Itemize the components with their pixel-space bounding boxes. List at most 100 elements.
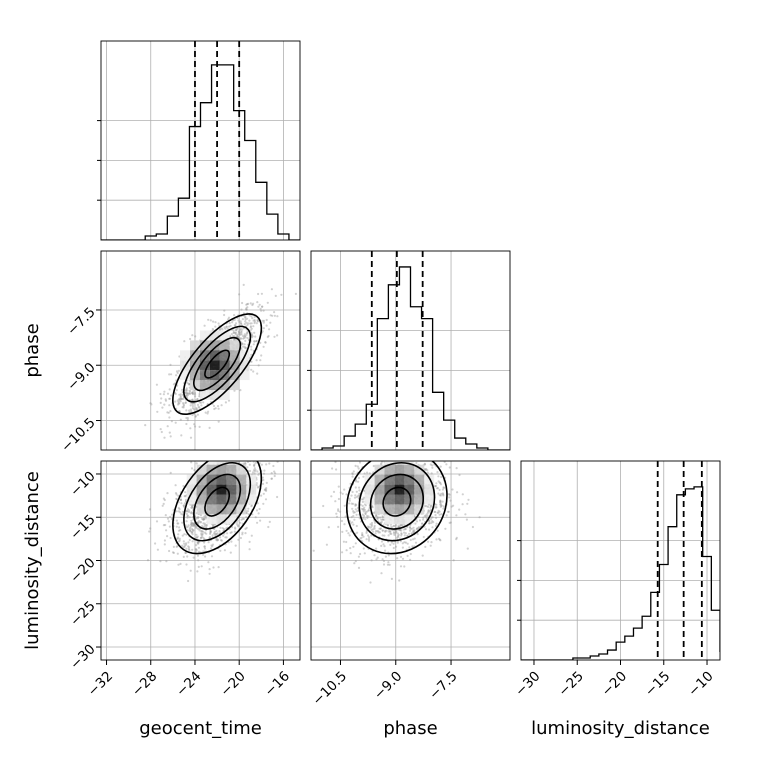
sample-point [416, 444, 418, 446]
sample-point [185, 394, 188, 397]
sample-point [361, 533, 364, 537]
sample-point [196, 413, 199, 416]
sample-point [429, 544, 432, 547]
sample-point [370, 521, 374, 525]
sample-point [403, 541, 406, 544]
sample-point [367, 509, 370, 512]
sample-point [361, 534, 364, 537]
density-cell [384, 484, 395, 495]
sample-point [185, 510, 188, 513]
density-cell [226, 464, 237, 475]
sample-point [245, 332, 248, 335]
sample-point [437, 537, 441, 540]
sample-point [213, 530, 216, 534]
sample-point [246, 451, 248, 453]
density-cell [404, 504, 415, 515]
sample-point [203, 515, 206, 518]
sample-point [244, 461, 247, 465]
density-cell [229, 380, 240, 391]
sample-point [398, 528, 402, 531]
sample-point [458, 473, 461, 477]
sample-point [358, 461, 362, 464]
sample-point [236, 523, 239, 526]
sample-point [171, 513, 174, 516]
sample-point [202, 530, 205, 533]
sample-point [242, 283, 245, 286]
sample-point [455, 538, 458, 541]
sample-point [266, 335, 269, 339]
sample-point [423, 454, 425, 456]
sample-point [440, 492, 443, 495]
sample-point [255, 359, 258, 362]
sample-point [231, 526, 234, 529]
sample-point [249, 322, 252, 325]
sample-point [352, 523, 355, 526]
sample-point [425, 505, 428, 508]
sample-point [376, 517, 379, 520]
sample-point [182, 397, 185, 401]
sample-point [156, 410, 159, 413]
sample-point [223, 313, 226, 317]
density-cell [236, 474, 247, 485]
sample-point [189, 427, 192, 430]
sample-point [274, 294, 277, 297]
sample-point [396, 557, 399, 560]
density-cell [414, 504, 425, 515]
sample-point [256, 502, 259, 505]
density-cell [404, 464, 415, 475]
sample-point [399, 456, 401, 458]
sample-point [196, 542, 199, 545]
sample-point [247, 507, 250, 510]
sample-point [370, 534, 373, 537]
sample-point [154, 542, 157, 545]
sample-point [367, 509, 370, 512]
sample-point [354, 464, 357, 467]
sample-point [255, 509, 259, 512]
sample-point [188, 409, 191, 412]
sample-point [442, 494, 445, 497]
sample-point [369, 526, 372, 529]
density-cell [246, 474, 257, 485]
sample-point [394, 545, 398, 548]
sample-point [383, 545, 386, 548]
sample-point [261, 482, 265, 485]
sample-point [190, 531, 193, 534]
sample-point [201, 532, 204, 535]
sample-point [163, 539, 166, 542]
sample-point [163, 390, 166, 393]
sample-point [387, 554, 390, 557]
sample-point [411, 538, 415, 541]
panel-frame-0 [100, 250, 301, 451]
sample-point [368, 472, 371, 475]
sample-point [390, 541, 393, 544]
sample-point [461, 503, 464, 506]
sample-point [202, 401, 205, 404]
sample-point [200, 404, 203, 407]
sample-point [161, 504, 164, 507]
sample-point [362, 517, 365, 520]
sample-point [179, 511, 182, 514]
sample-point [194, 517, 197, 520]
sample-point [445, 514, 448, 517]
sample-point [363, 506, 366, 509]
sample-point [348, 497, 351, 500]
sample-point [364, 518, 367, 521]
sample-point [217, 420, 220, 423]
sample-point [377, 531, 380, 534]
sample-point [426, 514, 429, 517]
density-cell [196, 464, 207, 475]
sample-point [250, 353, 253, 356]
sample-point [437, 511, 440, 514]
sample-point [196, 570, 199, 573]
density-cell [180, 350, 190, 361]
sample-point [183, 505, 186, 508]
sample-point [249, 302, 252, 305]
histogram-luminosity_distance [521, 486, 720, 660]
sample-point [244, 527, 247, 530]
sample-point [200, 517, 204, 520]
sample-point [416, 533, 419, 536]
sample-point [372, 511, 375, 514]
sample-point [229, 451, 231, 453]
sample-point [422, 518, 425, 521]
sample-point [183, 544, 186, 547]
